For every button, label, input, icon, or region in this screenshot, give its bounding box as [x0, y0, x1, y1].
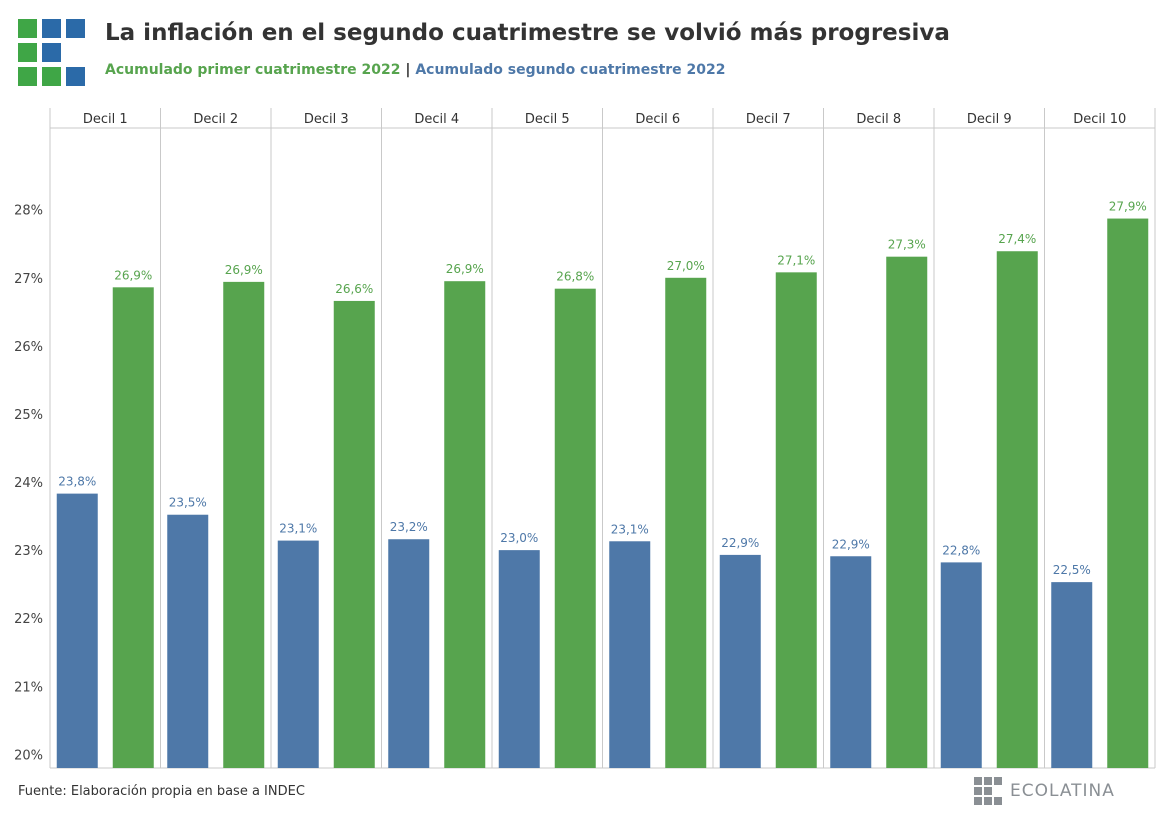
logo-grid-icon: [18, 19, 86, 87]
category-label: Decil 10: [1073, 112, 1126, 127]
data-label: 22,9%: [832, 537, 870, 551]
bar-segundo-cuatrimestre: [665, 277, 707, 768]
data-label: 27,0%: [667, 259, 705, 273]
category-label: Decil 4: [414, 112, 459, 127]
data-label: 22,5%: [1053, 563, 1091, 577]
bar-primer-cuatrimestre: [498, 550, 540, 768]
y-tick-label: 28%: [14, 204, 43, 219]
bar-primer-cuatrimestre: [940, 562, 982, 768]
bar-primer-cuatrimestre: [609, 541, 651, 768]
data-label: 27,4%: [998, 232, 1036, 246]
y-tick-label: 22%: [14, 612, 43, 627]
data-label: 23,0%: [500, 531, 538, 545]
brand-name: ECOLATINA: [1010, 781, 1115, 801]
data-label: 26,9%: [225, 263, 263, 277]
y-tick-label: 24%: [14, 476, 43, 491]
legend-series-first: Acumulado primer cuatrimestre 2022: [105, 62, 401, 78]
brand-grid-icon: [974, 777, 1002, 805]
bar-primer-cuatrimestre: [167, 514, 209, 768]
chart-title: La inflación en el segundo cuatrimestre …: [105, 20, 950, 46]
bar-primer-cuatrimestre: [277, 540, 319, 768]
brand-logo: ECOLATINA: [974, 776, 1115, 806]
bar-segundo-cuatrimestre: [996, 251, 1038, 769]
bar-primer-cuatrimestre: [388, 539, 430, 768]
category-label: Decil 8: [856, 112, 901, 127]
data-label: 23,8%: [58, 475, 96, 489]
category-label: Decil 7: [746, 112, 791, 127]
data-label: 23,5%: [169, 496, 207, 510]
bar-segundo-cuatrimestre: [886, 256, 928, 768]
category-label: Decil 3: [304, 112, 349, 127]
bar-primer-cuatrimestre: [830, 556, 872, 768]
y-tick-label: 26%: [14, 340, 43, 355]
source-note: Fuente: Elaboración propia en base a IND…: [18, 784, 305, 799]
data-label: 26,9%: [446, 262, 484, 276]
bar-segundo-cuatrimestre: [333, 300, 375, 768]
bar-segundo-cuatrimestre: [112, 287, 154, 768]
legend-separator: |: [405, 62, 411, 78]
y-tick-label: 25%: [14, 408, 43, 423]
category-label: Decil 9: [967, 112, 1012, 127]
data-label: 26,9%: [114, 268, 152, 282]
data-label: 27,9%: [1109, 200, 1147, 214]
bar-segundo-cuatrimestre: [775, 272, 817, 768]
category-label: Decil 1: [83, 112, 128, 127]
category-label: Decil 6: [635, 112, 680, 127]
y-tick-label: 21%: [14, 680, 43, 695]
legend-series-second: Acumulado segundo cuatrimestre 2022: [415, 62, 726, 78]
category-label: Decil 2: [193, 112, 238, 127]
bar-segundo-cuatrimestre: [554, 288, 596, 768]
data-label: 23,2%: [390, 520, 428, 534]
bar-primer-cuatrimestre: [1051, 582, 1093, 768]
chart-subtitle: Acumulado primer cuatrimestre 2022 | Acu…: [105, 62, 726, 78]
bar-segundo-cuatrimestre: [223, 281, 265, 768]
data-label: 23,1%: [279, 522, 317, 536]
data-label: 27,3%: [888, 238, 926, 252]
bar-segundo-cuatrimestre: [444, 281, 486, 768]
data-label: 27,1%: [777, 253, 815, 267]
bar-segundo-cuatrimestre: [1107, 218, 1149, 768]
data-label: 26,6%: [335, 282, 373, 296]
data-label: 22,9%: [721, 536, 759, 550]
y-tick-label: 20%: [14, 748, 43, 763]
bar-primer-cuatrimestre: [719, 554, 761, 768]
data-label: 22,8%: [942, 543, 980, 557]
data-label: 26,8%: [556, 270, 594, 284]
y-tick-label: 27%: [14, 272, 43, 287]
category-label: Decil 5: [525, 112, 570, 127]
data-label: 23,1%: [611, 522, 649, 536]
y-tick-label: 23%: [14, 544, 43, 559]
bar-primer-cuatrimestre: [56, 493, 98, 768]
